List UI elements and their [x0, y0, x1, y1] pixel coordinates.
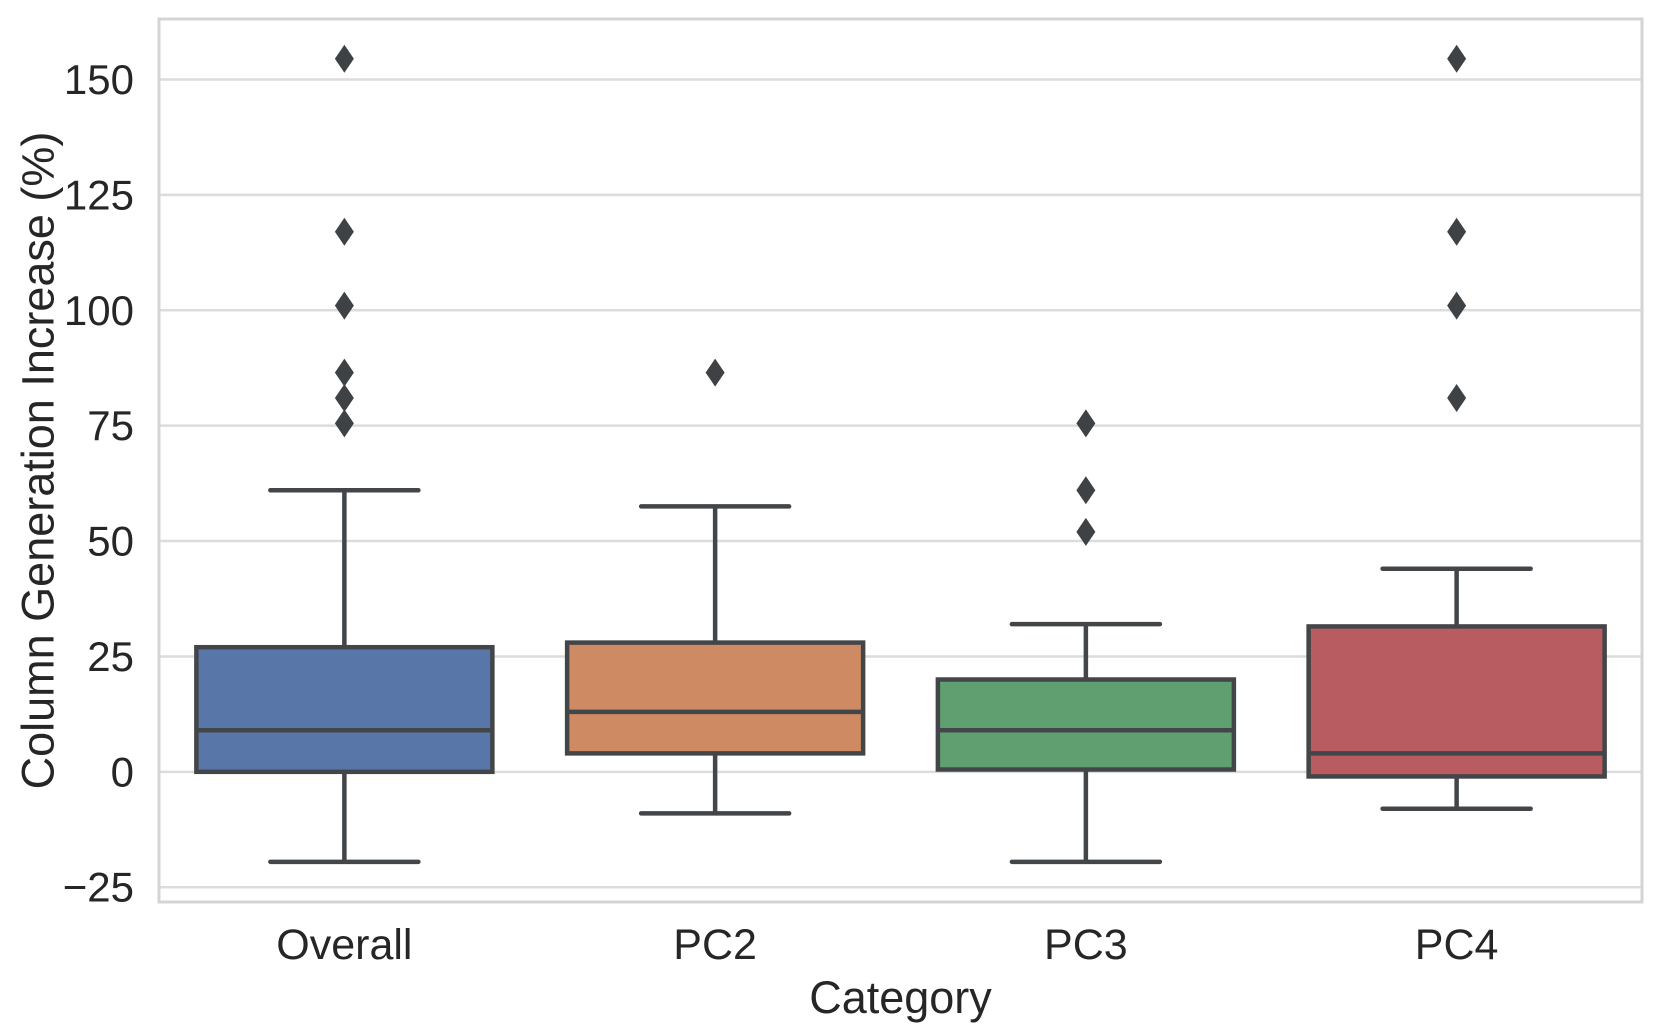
outlier-diamond	[334, 291, 354, 320]
y-tick-label: 25	[87, 633, 134, 680]
box-group-pc3	[935, 409, 1237, 865]
outlier-diamond	[1447, 44, 1467, 73]
y-tick-label: 75	[87, 402, 134, 449]
outlier-diamond	[1076, 476, 1096, 505]
outlier-diamond	[334, 383, 354, 412]
outlier-diamond	[1447, 291, 1467, 320]
y-tick-label: 150	[64, 56, 134, 103]
outlier-diamond	[334, 409, 354, 438]
y-tick-label: 0	[111, 748, 134, 795]
outlier-diamond	[1076, 409, 1096, 438]
outlier-diamond	[1076, 517, 1096, 546]
x-tick-label: PC4	[1415, 921, 1499, 969]
box-group-pc2	[564, 358, 866, 816]
y-tick-label: 125	[64, 171, 134, 218]
plot-frame	[157, 17, 1644, 904]
box-group-pc4	[1306, 44, 1607, 812]
y-axis-label: Column Generation Increase (%)	[13, 132, 64, 790]
outlier-diamond	[334, 44, 354, 73]
x-axis-label: Category	[809, 972, 992, 1023]
x-tick-label: PC3	[1044, 921, 1128, 969]
iqr-box	[564, 640, 866, 756]
y-tick-label: 100	[64, 287, 134, 334]
outlier-diamond	[334, 217, 354, 246]
outlier-diamond	[1447, 383, 1467, 412]
box-group-overall	[194, 44, 495, 865]
x-tick-label: Overall	[276, 921, 412, 969]
y-tick-label: −25	[63, 864, 134, 911]
outlier-diamond	[705, 358, 725, 387]
iqr-box	[935, 677, 1237, 772]
outlier-diamond	[1447, 217, 1467, 246]
outlier-diamond	[334, 358, 354, 387]
y-tick-label: 50	[87, 518, 134, 565]
iqr-box	[194, 644, 495, 775]
x-tick-label: PC2	[673, 921, 757, 969]
